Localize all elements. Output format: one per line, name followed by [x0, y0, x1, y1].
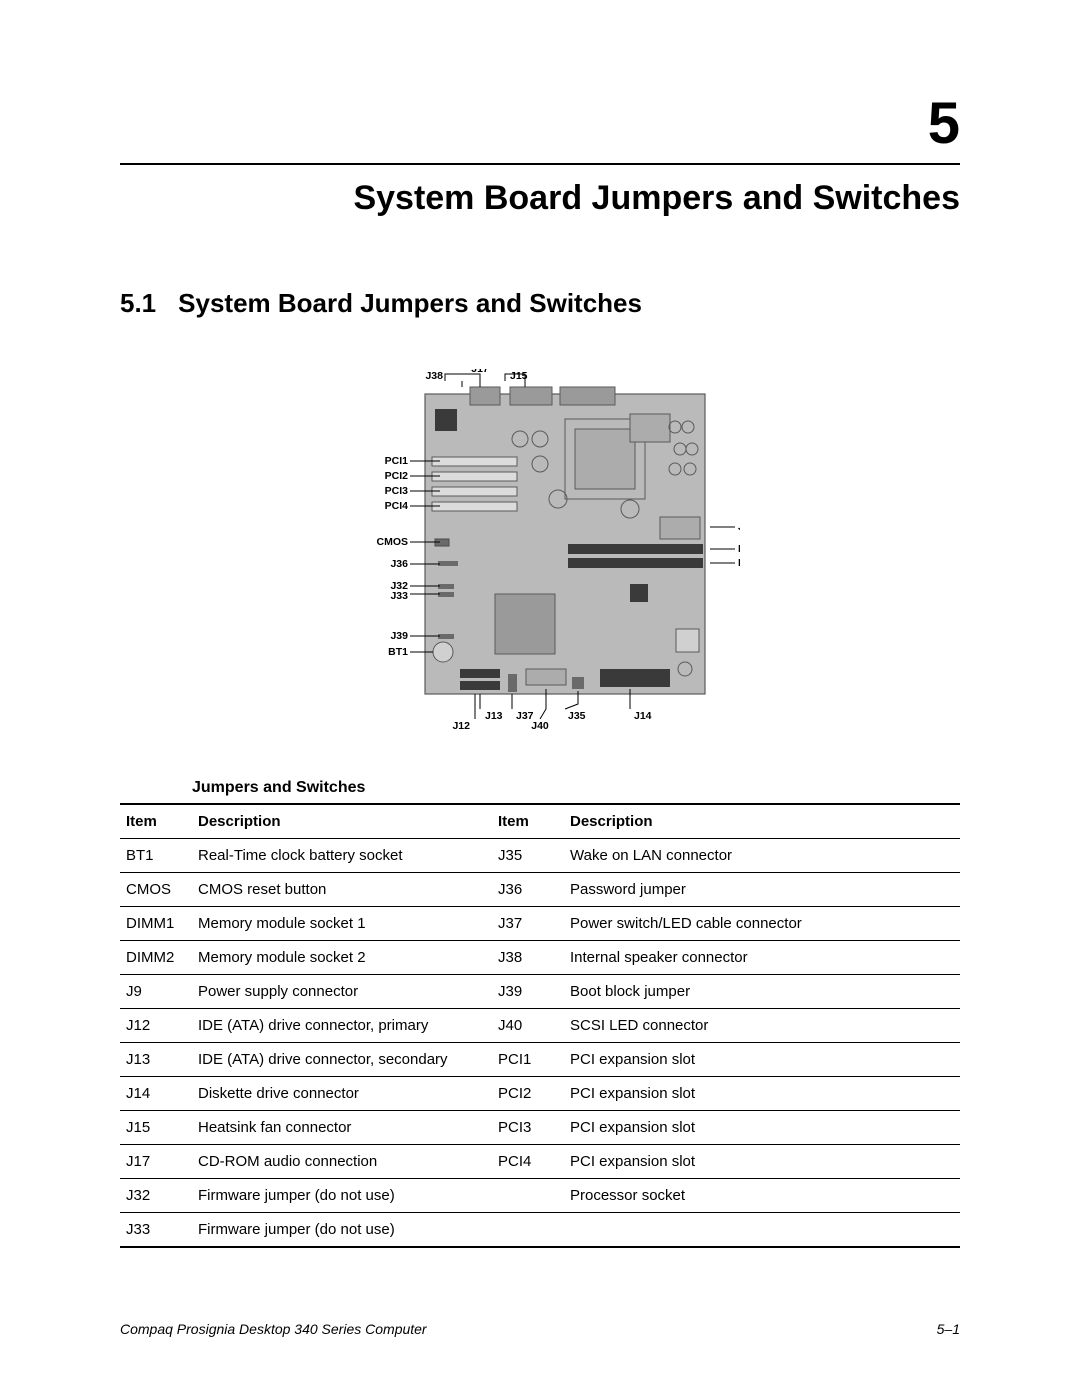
table-row: BT1Real-Time clock battery socketJ35Wake… [120, 839, 960, 873]
diagram-label: J39 [390, 630, 408, 642]
diagram-label: J13 [485, 710, 503, 722]
table-header: Description [192, 804, 492, 839]
cell-description: IDE (ATA) drive connector, primary [192, 1009, 492, 1043]
table-header-row: Item Description Item Description [120, 804, 960, 839]
cell-description: PCI expansion slot [564, 1111, 960, 1145]
diagram-label: J40 [531, 720, 549, 729]
cell-description: Password jumper [564, 873, 960, 907]
table-row: J32Firmware jumper (do not use) Processor… [120, 1179, 960, 1213]
diagram-label: PCI2 [385, 470, 409, 482]
cell-item: J15 [120, 1111, 192, 1145]
cell-item: BT1 [120, 839, 192, 873]
cell-item: J12 [120, 1009, 192, 1043]
cell-description: Diskette drive connector [192, 1077, 492, 1111]
cell-description: CMOS reset button [192, 873, 492, 907]
diagram-label: J14 [634, 710, 652, 722]
diagram-label: J38 [425, 370, 443, 382]
cell-item: J39 [492, 975, 564, 1009]
cell-item: J32 [120, 1179, 192, 1213]
section-heading: 5.1 System Board Jumpers and Switches [120, 288, 960, 319]
section-number: 5.1 [120, 288, 156, 319]
table-header: Description [564, 804, 960, 839]
cell-item: J9 [120, 975, 192, 1009]
table-row: J17CD-ROM audio connectionPCI4PCI expans… [120, 1145, 960, 1179]
cell-item: J14 [120, 1077, 192, 1111]
chapter-title: System Board Jumpers and Switches [120, 179, 960, 218]
diagram-label: CMOS [377, 536, 409, 548]
diagram-label: PCI1 [385, 455, 409, 467]
cell-description: PCI expansion slot [564, 1145, 960, 1179]
diagram-label: PCI3 [385, 485, 409, 497]
diagram-label: J12 [452, 720, 470, 729]
table-row: J33Firmware jumper (do not use) [120, 1213, 960, 1248]
diagram-label: J15 [510, 370, 528, 382]
cell-item: PCI1 [492, 1043, 564, 1077]
table-row: J12IDE (ATA) drive connector, primaryJ40… [120, 1009, 960, 1043]
table-row: DIMM2Memory module socket 2J38Internal s… [120, 941, 960, 975]
cell-description: Memory module socket 1 [192, 907, 492, 941]
cell-description: PCI expansion slot [564, 1043, 960, 1077]
footer-left: Compaq Prosignia Desktop 340 Series Comp… [120, 1321, 427, 1337]
table-row: J15Heatsink fan connectorPCI3PCI expansi… [120, 1111, 960, 1145]
diagram-label: J33 [390, 590, 408, 602]
cell-description: Memory module socket 2 [192, 941, 492, 975]
jumpers-table: Item Description Item Description BT1Rea… [120, 803, 960, 1248]
table-header: Item [492, 804, 564, 839]
cell-item: DIMM2 [120, 941, 192, 975]
table-row: J9Power supply connectorJ39Boot block ju… [120, 975, 960, 1009]
cell-description: IDE (ATA) drive connector, secondary [192, 1043, 492, 1077]
cell-description: Wake on LAN connector [564, 839, 960, 873]
cell-description: PCI expansion slot [564, 1077, 960, 1111]
cell-description: Power switch/LED cable connector [564, 907, 960, 941]
cell-item: J40 [492, 1009, 564, 1043]
cell-description: Internal speaker connector [564, 941, 960, 975]
table-caption: Jumpers and Switches [192, 779, 960, 797]
diagram-label: J36 [390, 558, 408, 570]
cell-description: Heatsink fan connector [192, 1111, 492, 1145]
table-header: Item [120, 804, 192, 839]
cell-item: DIMM1 [120, 907, 192, 941]
table-row: J13IDE (ATA) drive connector, secondaryP… [120, 1043, 960, 1077]
footer-page-number: 5–1 [937, 1321, 960, 1337]
diagram-label: J17 [471, 369, 489, 375]
cell-description: Power supply connector [192, 975, 492, 1009]
table-row: DIMM1Memory module socket 1J37Power swit… [120, 907, 960, 941]
cell-item: PCI3 [492, 1111, 564, 1145]
cell-description [564, 1213, 960, 1248]
cell-description: Firmware jumper (do not use) [192, 1179, 492, 1213]
cell-description: Firmware jumper (do not use) [192, 1213, 492, 1248]
chapter-rule [120, 163, 960, 165]
diagram-label: BT1 [388, 646, 408, 658]
cell-description: Boot block jumper [564, 975, 960, 1009]
cell-item: PCI2 [492, 1077, 564, 1111]
table-row: CMOSCMOS reset buttonJ36Password jumper [120, 873, 960, 907]
page-footer: Compaq Prosignia Desktop 340 Series Comp… [120, 1321, 960, 1337]
cell-item: J38 [492, 941, 564, 975]
cell-item: J37 [492, 907, 564, 941]
section-title: System Board Jumpers and Switches [178, 288, 642, 318]
cell-item: J17 [120, 1145, 192, 1179]
table-row: J14Diskette drive connectorPCI2PCI expan… [120, 1077, 960, 1111]
system-board-diagram: PCI1 PCI2 PCI3 PCI4 CMOS J36 J32 J33 J39… [340, 369, 740, 729]
diagram-label: DIM1 [738, 543, 740, 555]
diagram-label: DIM2 [738, 557, 740, 569]
cell-description: Real-Time clock battery socket [192, 839, 492, 873]
cell-item: J36 [492, 873, 564, 907]
cell-item [492, 1213, 564, 1248]
cell-item: J35 [492, 839, 564, 873]
diagram-label: PCI4 [385, 500, 409, 512]
cell-description: SCSI LED connector [564, 1009, 960, 1043]
cell-description: CD-ROM audio connection [192, 1145, 492, 1179]
cell-item: CMOS [120, 873, 192, 907]
chapter-number: 5 [120, 90, 960, 157]
cell-item [492, 1179, 564, 1213]
cell-description: Processor socket [564, 1179, 960, 1213]
cell-item: J13 [120, 1043, 192, 1077]
diagram-label: J9 [738, 521, 740, 533]
cell-item: J33 [120, 1213, 192, 1248]
diagram-label: J35 [568, 710, 586, 722]
cell-item: PCI4 [492, 1145, 564, 1179]
